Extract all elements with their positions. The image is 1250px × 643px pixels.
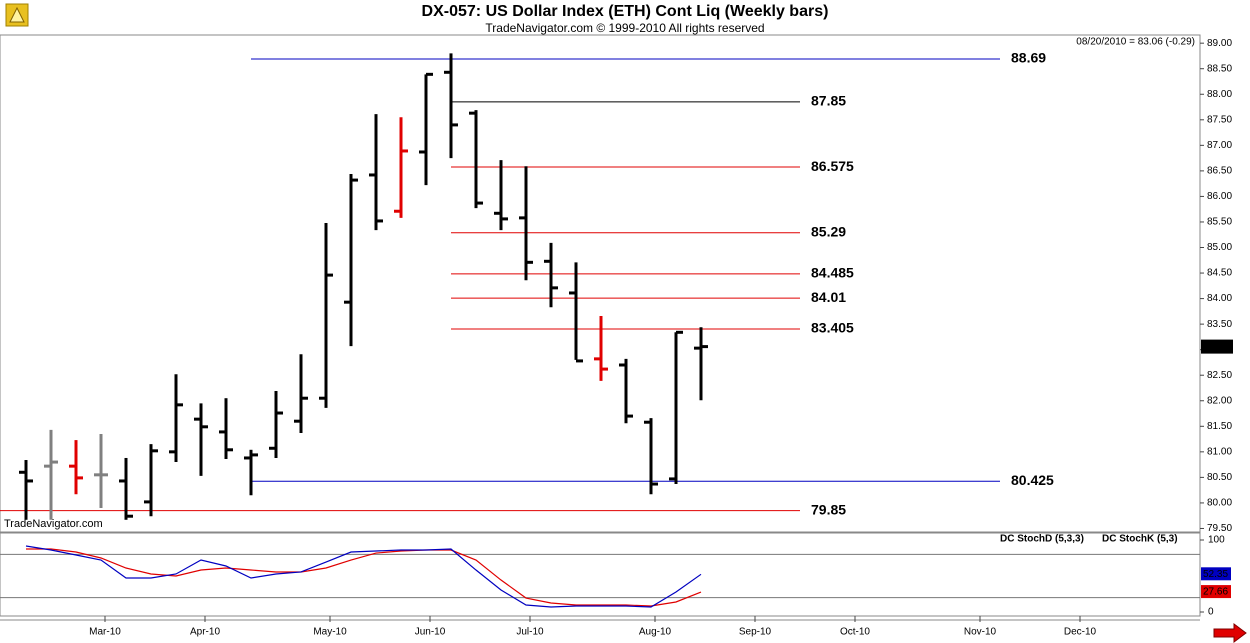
x-tick-label: Apr-10 [190,627,220,638]
y-tick-label: 84.50 [1207,268,1232,279]
y-tick-label: 81.00 [1207,446,1232,457]
legend-entry: DC StochK (5,3) [1102,534,1178,545]
y-tick-label: 81.50 [1207,421,1232,432]
x-tick-label: Sep-10 [739,627,772,638]
y-tick-label: 83.50 [1207,319,1232,330]
indicator-line [26,548,702,607]
y-tick-label: 88.00 [1207,89,1232,100]
y-tick-label: 82.00 [1207,395,1232,406]
y-tick-label: 88.50 [1207,63,1232,74]
x-tick-label: Jun-10 [415,627,446,638]
level-label: 86.575 [811,158,854,174]
level-label: 84.485 [811,265,854,281]
watermark: TradeNavigator.com [4,518,103,530]
y-tick-label: 86.50 [1207,166,1232,177]
level-label: 84.01 [811,289,846,305]
y-tick-label: 89.00 [1207,38,1232,49]
indicator-value-box [1201,567,1231,581]
y-tick-label: 80.50 [1207,472,1232,483]
legend-entry: DC StochD (5,3,3) [1000,534,1084,545]
x-tick-label: Oct-10 [840,627,870,638]
y-tick-label: 86.00 [1207,191,1232,202]
chart-subtitle: TradeNavigator.com © 1999-2010 All right… [485,21,764,35]
level-label: 88.69 [1011,50,1046,66]
level-label: 87.85 [811,93,846,109]
scroll-arrow[interactable] [1213,623,1247,643]
header-info: 08/20/2010 = 83.06 (-0.29) [1076,37,1195,48]
x-tick-label: Nov-10 [964,627,997,638]
indicator-value-label: 52.35 [1203,569,1228,580]
y-tick-label: 80.00 [1207,498,1232,509]
chart-title: DX-057: US Dollar Index (ETH) Cont Liq (… [422,3,829,20]
x-tick-label: Mar-10 [89,627,121,638]
indicator-y-tick-label: 100 [1208,535,1225,546]
y-tick-label: 84.00 [1207,293,1232,304]
last-price-label: 83.06 [1203,341,1228,352]
x-tick-label: Dec-10 [1064,627,1097,638]
indicator-value-label: 27.66 [1203,587,1228,598]
indicator-panel-border [0,532,1201,617]
y-tick-label: 87.50 [1207,114,1232,125]
x-tick-label: Jul-10 [516,627,544,638]
indicator-value-box [1201,585,1231,599]
y-tick-label: 85.00 [1207,242,1232,253]
x-tick-label: Aug-10 [639,627,672,638]
level-label: 83.405 [811,320,854,336]
indicator-y-tick-label: 0 [1208,607,1214,618]
indicator-line [25,545,702,608]
level-label: 85.29 [811,223,846,239]
price-panel-border [0,34,1201,533]
y-tick-label: 85.50 [1207,217,1232,228]
y-tick-label: 87.00 [1207,140,1232,151]
level-label: 80.425 [1011,472,1054,488]
level-label: 79.85 [811,501,846,517]
x-tick-label: May-10 [313,627,347,638]
y-tick-label: 82.50 [1207,370,1232,381]
last-price-box [1201,339,1233,354]
logo-icon [5,3,29,27]
y-tick-label: 79.50 [1207,523,1232,534]
